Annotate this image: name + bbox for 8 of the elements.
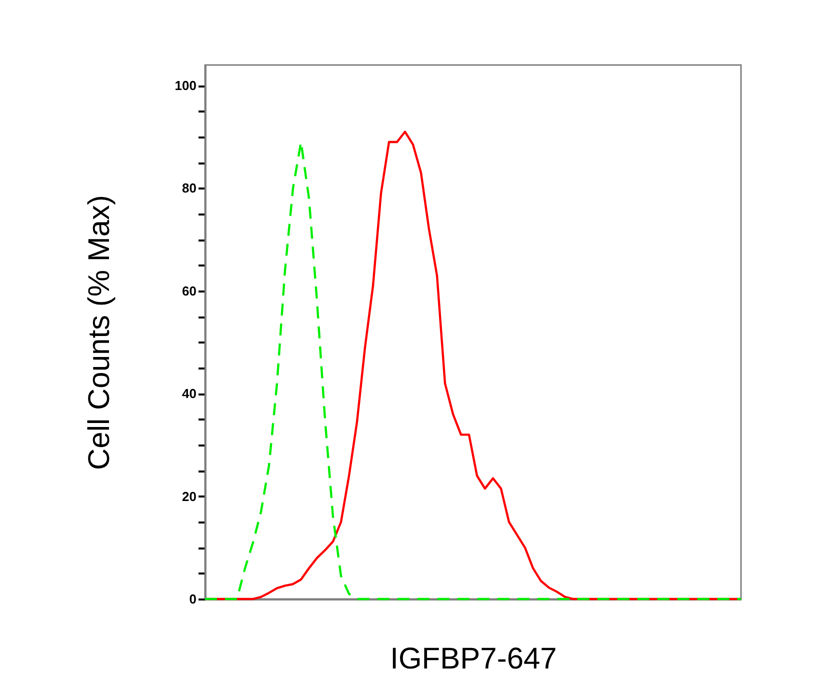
y-tick-label: 40 [182,386,196,402]
y-axis-title: Cell Counts (% Max) [82,194,116,470]
y-tick-label: 60 [182,283,196,298]
x-axis-title: IGFBP7-647 [390,642,557,676]
y-tick-label: 80 [182,180,196,196]
y-tick-label: 20 [182,488,196,504]
y-tick-label: 100 [174,78,196,94]
y-tick-label: 0 [189,592,196,606]
